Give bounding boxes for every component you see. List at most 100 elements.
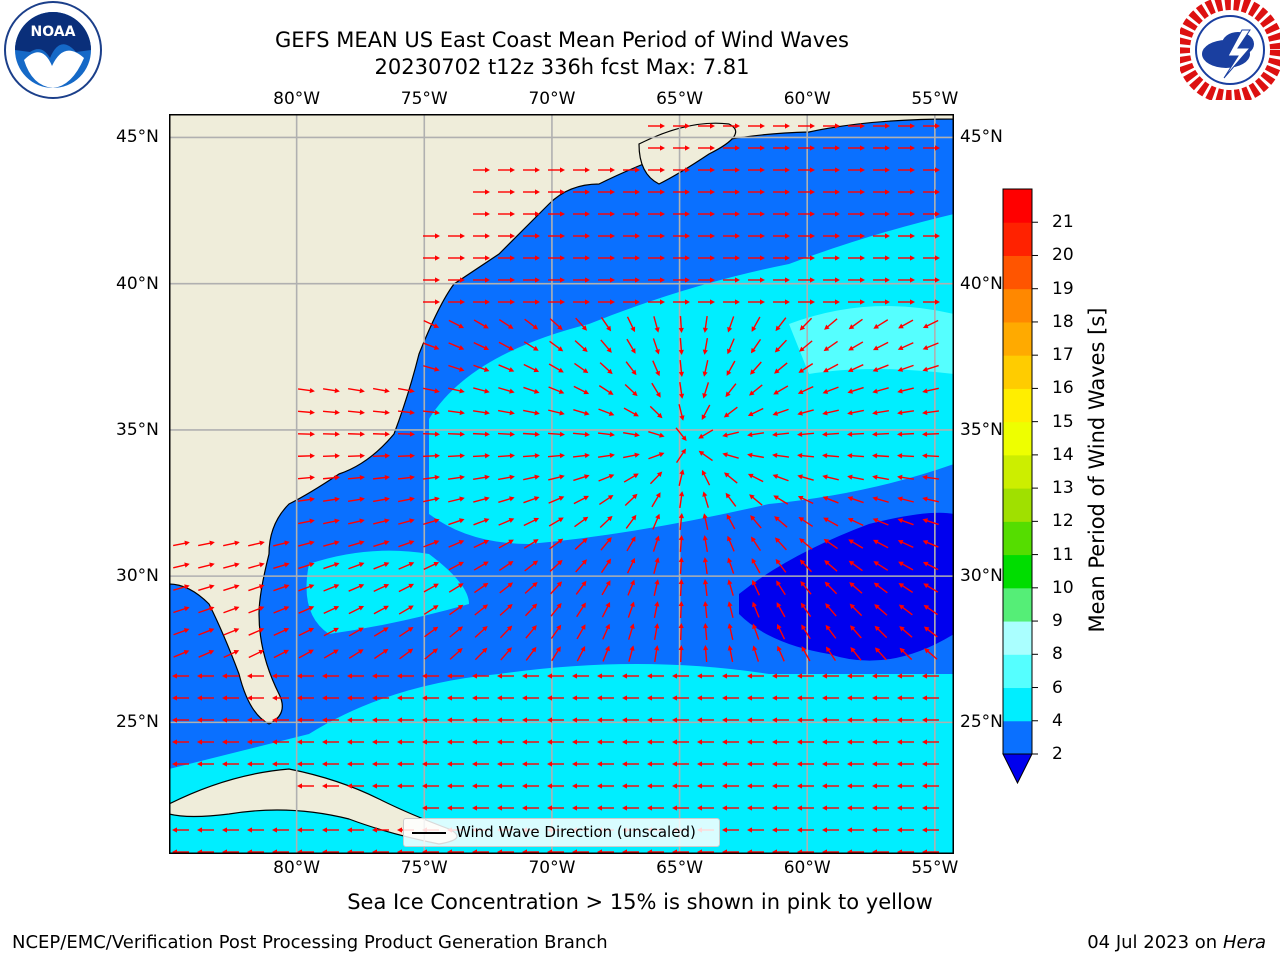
wave-arrow-324 xyxy=(747,452,764,459)
wave-arrow-791 xyxy=(772,805,789,811)
wave-arrow-343 xyxy=(573,474,590,482)
wave-arrow-760 xyxy=(522,783,539,789)
wave-arrow-462 xyxy=(702,557,709,575)
wave-arrow-409 xyxy=(922,518,939,526)
wave-arrow-567 xyxy=(223,649,240,658)
wave-arrow-269 xyxy=(678,404,685,421)
wave-arrow-20 xyxy=(848,145,865,151)
wave-arrow-648 xyxy=(697,695,714,701)
wave-arrow-310 xyxy=(397,453,415,459)
wave-arrow-516 xyxy=(499,603,513,616)
wave-arrow-524 xyxy=(703,601,709,619)
wave-arrow-494 xyxy=(727,579,734,596)
wave-arrow-598 xyxy=(222,673,239,679)
wave-arrow-384 xyxy=(298,518,315,525)
wave-arrow-66 xyxy=(573,211,590,217)
wave-arrow-490 xyxy=(627,579,635,596)
lon-tick-bottom-4: 60°W xyxy=(783,858,831,878)
wave-arrow-622 xyxy=(822,673,839,679)
wave-arrow-570 xyxy=(298,649,314,659)
wave-arrow-785 xyxy=(622,805,639,811)
wave-arrow-73 xyxy=(748,211,765,217)
wave-arrow-214 xyxy=(599,362,613,375)
wave-arrow-591 xyxy=(825,646,837,662)
wave-arrow-89 xyxy=(623,233,640,239)
wave-arrow-775 xyxy=(897,783,914,789)
wave-arrow-537 xyxy=(248,628,265,636)
wave-arrow-290 xyxy=(547,431,565,437)
wave-arrow-96 xyxy=(798,233,815,239)
wave-arrow-210 xyxy=(498,364,515,372)
wave-arrow-24 xyxy=(473,167,490,173)
wave-arrow-218 xyxy=(702,360,709,377)
wave-arrow-126 xyxy=(498,277,515,283)
wave-arrow-412 xyxy=(223,540,240,547)
wave-arrow-473 xyxy=(198,584,215,591)
wave-arrow-228 xyxy=(297,387,315,394)
wave-arrow-153 xyxy=(648,299,665,305)
credit-machine: Hera xyxy=(1222,932,1266,953)
colorbar-segment-4 xyxy=(1003,621,1032,655)
wave-arrow-495 xyxy=(751,579,761,596)
wave-arrow-120 xyxy=(873,255,890,261)
wave-arrow-222 xyxy=(798,363,814,373)
wave-arrow-540 xyxy=(323,627,339,637)
wave-arrow-457 xyxy=(575,559,587,573)
wave-arrow-295 xyxy=(675,427,687,442)
wave-arrow-297 xyxy=(722,431,739,438)
wave-arrow-388 xyxy=(398,518,415,525)
wave-arrow-8 xyxy=(848,123,865,129)
wave-arrow-377 xyxy=(773,495,789,505)
chart-subtitle: 20230702 t12z 336h fcst Max: 7.81 xyxy=(374,55,750,79)
wave-arrow-21 xyxy=(873,145,890,151)
wave-arrow-596 xyxy=(172,673,189,679)
wave-arrow-613 xyxy=(597,673,614,679)
wave-arrow-542 xyxy=(373,627,389,637)
wave-arrow-318 xyxy=(597,452,615,459)
wave-arrow-75 xyxy=(798,211,815,217)
wave-arrow-532 xyxy=(898,604,913,616)
wave-arrow-481 xyxy=(398,583,415,593)
wave-arrow-12 xyxy=(648,145,665,151)
wave-arrow-716 xyxy=(847,739,864,745)
wave-arrow-470 xyxy=(898,561,914,571)
wave-arrow-750 xyxy=(922,761,939,767)
wave-arrow-396 xyxy=(599,515,613,528)
wave-arrow-626 xyxy=(922,673,939,679)
wave-arrow-684 xyxy=(822,717,839,723)
wave-arrow-441 xyxy=(173,562,190,569)
wave-arrow-755 xyxy=(397,783,414,789)
wave-arrow-245 xyxy=(725,383,737,398)
wave-arrow-247 xyxy=(773,385,789,395)
wave-arrow-121 xyxy=(898,255,915,261)
lon-tick-top-3: 65°W xyxy=(656,89,704,109)
wave-arrow-337 xyxy=(422,474,440,481)
wave-arrow-549 xyxy=(550,624,562,639)
wave-arrow-402 xyxy=(750,515,762,529)
wave-arrow-265 xyxy=(573,409,590,416)
wave-arrow-281 xyxy=(322,431,340,437)
wave-arrow-565 xyxy=(173,650,190,658)
wave-arrow-296 xyxy=(698,429,714,439)
wave-arrow-139 xyxy=(823,277,840,283)
wave-arrow-178 xyxy=(751,316,761,332)
wave-arrow-590 xyxy=(801,646,811,662)
wave-arrow-703 xyxy=(522,739,539,745)
wave-arrow-293 xyxy=(622,431,640,438)
wave-arrow-368 xyxy=(548,496,565,504)
wave-arrow-86 xyxy=(548,233,565,239)
wave-arrow-375 xyxy=(725,492,737,507)
wave-arrow-173 xyxy=(626,316,636,333)
wave-arrow-710 xyxy=(697,739,714,745)
wave-arrow-279 xyxy=(922,409,940,416)
wave-arrow-714 xyxy=(797,739,814,745)
wave-arrow-633 xyxy=(322,695,339,701)
wave-arrow-372 xyxy=(651,492,661,508)
wave-arrow-574 xyxy=(399,648,414,660)
wave-arrow-104 xyxy=(473,255,490,261)
wave-arrow-512 xyxy=(398,605,414,615)
wave-arrow-484 xyxy=(474,582,489,594)
wave-arrow-754 xyxy=(372,783,389,789)
wave-arrow-780 xyxy=(497,805,514,811)
wave-arrow-211 xyxy=(523,363,540,373)
